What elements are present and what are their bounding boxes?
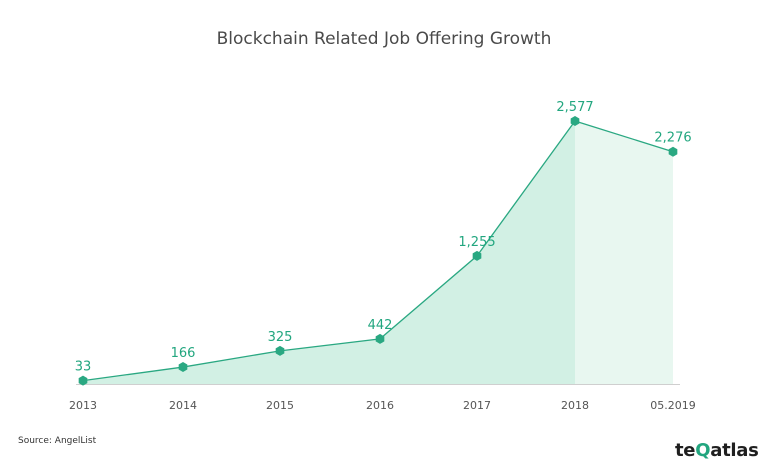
data-label-2014: 166: [171, 346, 196, 361]
logo-prefix: te: [675, 440, 696, 461]
area-fill: [83, 121, 575, 384]
data-point-2018: [570, 116, 580, 126]
x-tick-label-2013: 2013: [69, 399, 97, 412]
x-tick-label-2014: 2014: [169, 399, 197, 412]
teqatlas-logo: teQatlas: [675, 440, 759, 461]
x-tick-label-2015: 2015: [266, 399, 294, 412]
logo-highlight: Q: [695, 440, 711, 461]
x-tick-label-05.2019: 05.2019: [650, 399, 696, 412]
x-tick-label-2017: 2017: [463, 399, 491, 412]
data-point-2013: [78, 375, 88, 386]
data-point-2014: [178, 362, 188, 373]
logo-suffix: atlas: [710, 440, 759, 461]
data-label-2016: 442: [368, 318, 393, 333]
data-label-2015: 325: [268, 330, 293, 345]
x-tick-label-2018: 2018: [561, 399, 589, 412]
source-note: Source: AngelList: [18, 436, 97, 446]
area-fill-partial: [575, 121, 673, 384]
data-label-2013: 33: [75, 360, 92, 375]
chart-title: Blockchain Related Job Offering Growth: [216, 29, 552, 49]
data-label-2018: 2,577: [556, 100, 593, 115]
data-point-2015: [275, 345, 285, 356]
x-tick-label-2016: 2016: [366, 399, 394, 412]
data-label-05.2019: 2,276: [654, 131, 691, 146]
data-point-2017: [472, 250, 482, 261]
data-label-2017: 1,255: [458, 235, 495, 250]
data-point-2016: [375, 333, 385, 344]
data-point-05.2019: [668, 146, 678, 157]
